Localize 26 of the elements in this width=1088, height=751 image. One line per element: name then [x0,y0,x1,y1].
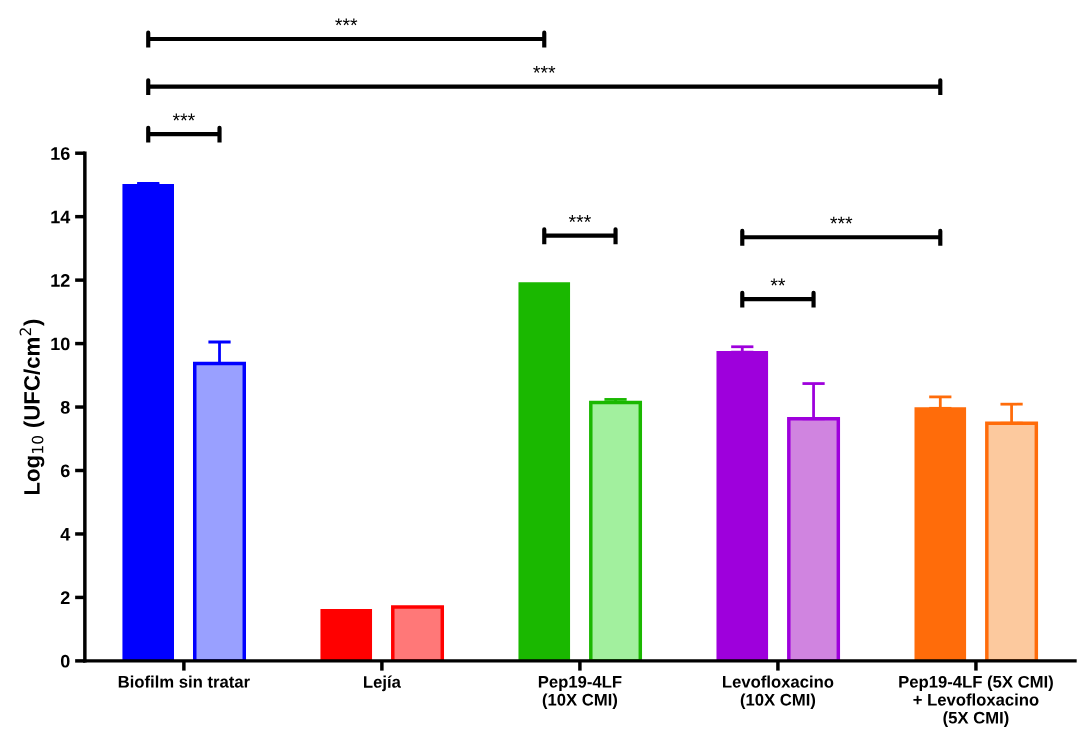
y-tick-label: 0 [60,654,70,668]
y-tick-label: 4 [60,528,71,541]
text: *** [533,65,556,73]
annotation: *** [830,216,853,224]
y-tick-label: 12 [51,274,70,287]
y-axis-title: Log$_{10}$ (UFC/cm$^{2}$) [19,319,45,495]
y-tick-label: 10 [51,337,70,351]
annotation: ** [770,278,786,286]
annotation: *** [568,215,591,222]
text: *** [172,113,195,121]
x-tick-label: Pep19-4LF (10X CMI) [538,675,622,709]
bar [320,609,373,661]
bar [914,407,967,661]
y-tick-label: 6 [60,464,70,478]
y-tick-label: 8 [60,400,70,414]
y-tick-label: 2 [60,591,70,604]
y-tick-label: 14 [51,210,71,224]
bar [518,282,571,661]
x-tick-label: Lejía [364,675,401,692]
text: *** [335,18,358,26]
x-tick-label: Biofilm sin tratar [118,675,250,688]
bar [716,351,769,661]
bar [122,183,175,661]
x-tick-label: Pep19-4LF (5X CMI) + Levofloxacino (5X CMI) [899,675,1053,727]
y-tick-label: 16 [51,147,70,160]
x-tick-label: Levofloxacino (10X CMI) [723,675,834,709]
